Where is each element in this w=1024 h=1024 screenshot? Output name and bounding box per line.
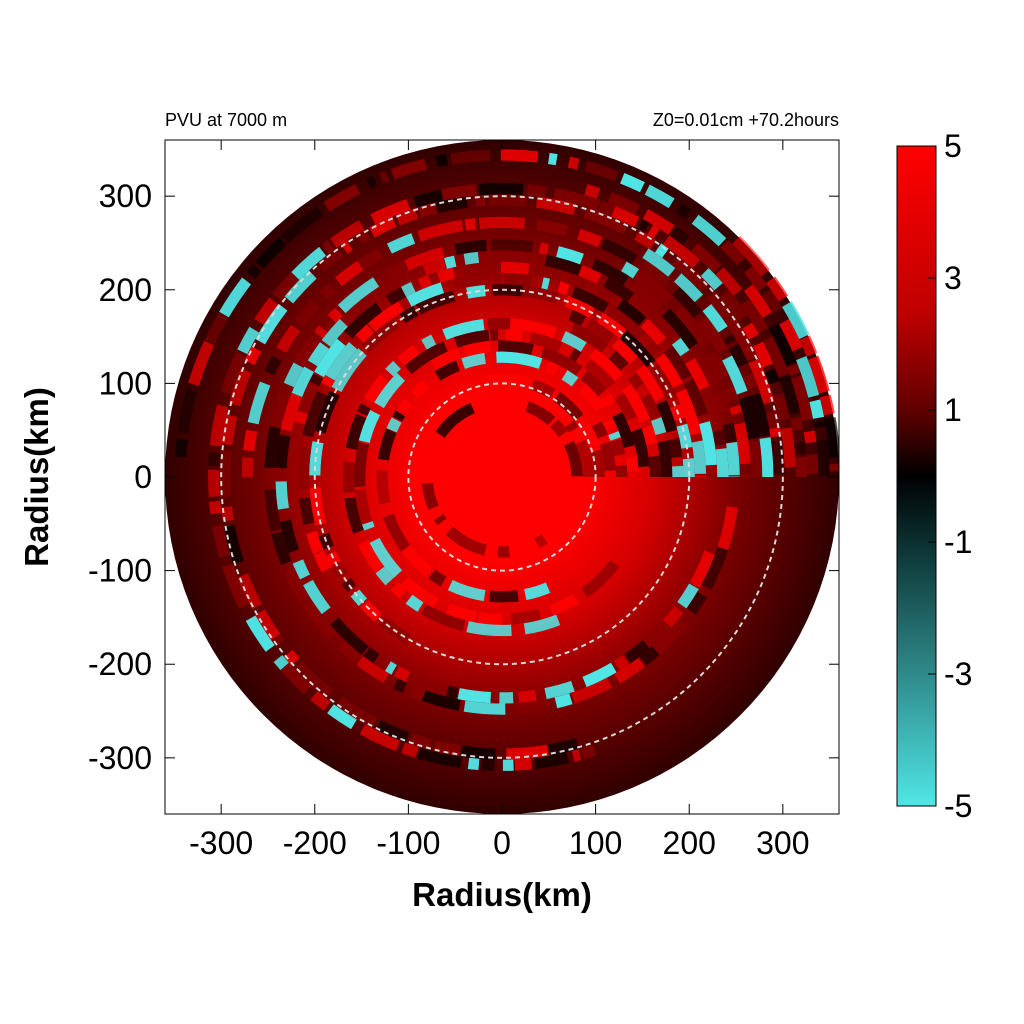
pv-patch xyxy=(432,407,572,547)
pv-field xyxy=(165,140,839,814)
range-circle xyxy=(313,288,691,666)
pv-patch xyxy=(432,407,572,547)
pv-core xyxy=(453,418,563,528)
y-tick-label: 100 xyxy=(99,365,152,401)
pv-patch xyxy=(196,171,808,783)
pv-patch xyxy=(342,317,662,637)
pv-patch xyxy=(399,374,605,580)
x-tick-label: 200 xyxy=(663,825,716,861)
colorbar-tick-label: 1 xyxy=(944,392,962,428)
y-tick-label: 0 xyxy=(134,459,152,495)
pv-patch xyxy=(342,317,662,637)
pv-patch xyxy=(230,205,774,749)
pv-patch xyxy=(410,385,594,569)
chart-title-left: PVU at 7000 m xyxy=(165,110,287,130)
pv-patch xyxy=(421,396,583,558)
pv-patch xyxy=(297,272,707,682)
pv-patch xyxy=(275,250,729,704)
colorbar-ticks: 5 3 1 -1 -3 -5 xyxy=(928,128,972,824)
pv-patch xyxy=(309,284,695,670)
pv-patch xyxy=(376,351,628,603)
pv-patch xyxy=(376,351,628,603)
y-tick-label: 200 xyxy=(99,272,152,308)
pv-patch xyxy=(342,317,662,637)
pv-patch xyxy=(275,250,729,704)
range-circle xyxy=(220,195,784,759)
plot-area xyxy=(165,140,839,814)
pv-patch xyxy=(399,374,605,580)
y-tick-label: 300 xyxy=(99,178,152,214)
pv-patch xyxy=(297,272,707,682)
pv-patch xyxy=(376,351,628,603)
x-tick-label: -200 xyxy=(283,825,347,861)
x-tick-label: 300 xyxy=(756,825,809,861)
colorbar-tick-label: -1 xyxy=(944,524,972,560)
pv-patch xyxy=(365,340,639,614)
pv-patch xyxy=(241,216,763,738)
pv-patch xyxy=(342,317,662,637)
x-axis-title: Radius(km) xyxy=(412,876,592,913)
y-tick-label: -200 xyxy=(88,646,152,682)
colorbar-tick-label: 3 xyxy=(944,260,962,296)
pv-patch xyxy=(252,227,752,727)
pv-patch xyxy=(320,295,684,659)
x-axis-ticks: -300 -200 -100 0 100 200 300 xyxy=(189,140,810,861)
pv-patch xyxy=(208,183,796,771)
colorbar-tick-label: -3 xyxy=(944,656,972,692)
x-tick-label: 100 xyxy=(569,825,622,861)
colorbar xyxy=(896,145,937,807)
x-tick-label: -300 xyxy=(189,825,253,861)
range-circle xyxy=(407,382,597,572)
pv-patch xyxy=(275,250,729,704)
x-tick-label: -100 xyxy=(376,825,440,861)
pv-patch xyxy=(208,183,796,771)
x-tick-label: 0 xyxy=(493,825,511,861)
chart-title-right: Z0=0.01cm +70.2hours xyxy=(653,110,839,130)
pv-patch xyxy=(264,239,740,715)
pv-patch xyxy=(174,149,830,805)
colorbar-tick-label: 5 xyxy=(944,128,962,164)
pv-patch xyxy=(286,261,718,693)
pv-patch xyxy=(286,261,718,693)
pv-patch xyxy=(432,407,572,547)
pv-patch xyxy=(354,329,650,625)
pv-patch xyxy=(331,306,673,648)
pv-patch xyxy=(241,216,763,738)
pv-patch xyxy=(219,194,785,760)
pv-patch xyxy=(264,239,740,715)
pv-patch xyxy=(241,216,763,738)
pv-patch xyxy=(264,239,740,715)
pv-patch xyxy=(219,194,785,760)
pv-patch xyxy=(421,396,583,558)
y-axis-title: Radius(km) xyxy=(18,387,55,567)
pv-patch xyxy=(376,351,628,603)
range-circles xyxy=(220,195,784,759)
y-tick-label: -300 xyxy=(88,740,152,776)
y-axis-ticks: -300 -200 -100 0 100 200 300 xyxy=(88,178,839,776)
pv-patch xyxy=(264,239,740,715)
colorbar-tick-label: -5 xyxy=(944,788,972,824)
y-tick-label: -100 xyxy=(88,553,152,589)
